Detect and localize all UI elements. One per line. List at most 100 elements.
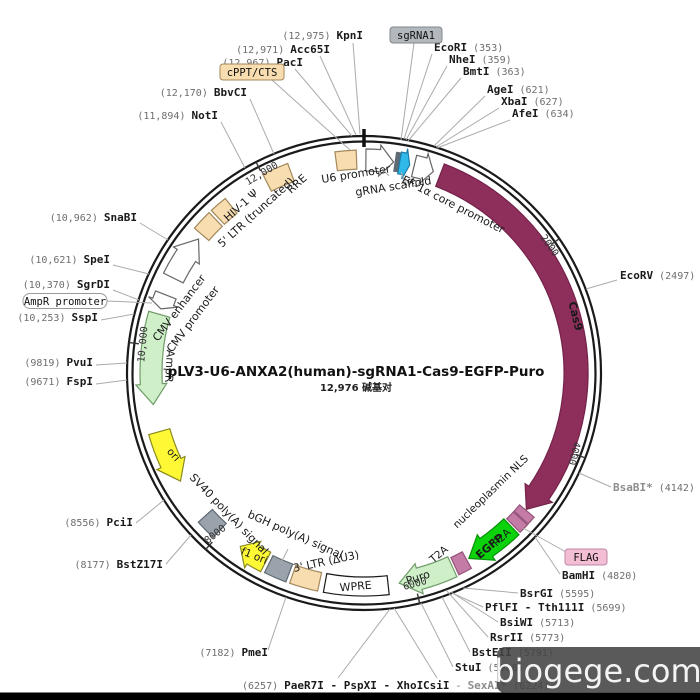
plasmid-title: pLV3-U6-ANXA2(human)-sgRNA1-Cas9-EGFP-Pu…: [168, 364, 545, 380]
tick-mark: [416, 593, 421, 605]
callout-line: [407, 77, 462, 142]
ampr-arrow[interactable]: [134, 310, 171, 406]
ef1a-core-promoter-arrow[interactable]: [410, 151, 434, 186]
f1-ori-arrow[interactable]: [239, 540, 272, 573]
ori-arrow[interactable]: [147, 427, 186, 482]
cmv-arrow[interactable]: [162, 238, 200, 284]
callout-line: [435, 107, 500, 148]
callout-line: [420, 602, 454, 668]
p2a-box[interactable]: [505, 511, 529, 534]
u6-promoter-arrow[interactable]: [365, 143, 395, 178]
site-label-bamHI[interactable]: BamHI (4820): [562, 569, 637, 582]
sgrna1-badge[interactable]: sgRNA1: [389, 26, 443, 44]
tick-mark: [128, 341, 139, 345]
cppt-cts-badge-label: cPPT/CTS: [227, 67, 278, 79]
site-label-sspI[interactable]: (10,253) SspI: [17, 311, 98, 324]
callout-line: [400, 42, 415, 141]
sgrna1-badge-label: sgRNA1: [397, 30, 435, 42]
callout-line: [112, 289, 140, 301]
site-label-notI[interactable]: (11,894) NotI: [137, 109, 218, 122]
tick-mark: [575, 453, 586, 459]
site-label-kpnI[interactable]: (12,975) KpnI: [282, 29, 363, 42]
puro-arrow[interactable]: [398, 556, 458, 595]
site-label-paeR7I[interactable]: (6257) PaeR7I - PspXI - XhoI: [242, 679, 423, 692]
t2a-box[interactable]: [450, 550, 473, 576]
callout-line: [441, 596, 471, 653]
callout-line: [95, 362, 128, 366]
cppt-cts-box[interactable]: [334, 149, 358, 172]
nucleoplasmin-nls-box[interactable]: [513, 504, 535, 525]
callout-line: [249, 98, 275, 155]
plasmid-size-label: 12,976 碱基对: [320, 381, 392, 394]
site-label-pflFI[interactable]: PflFI - Tth111I (5699): [485, 601, 627, 614]
callout-line: [578, 472, 612, 488]
callout-line: [450, 591, 499, 623]
callout-line: [436, 119, 511, 149]
ltr3-du3-box[interactable]: [288, 564, 323, 592]
feature-label: WPRE: [339, 579, 372, 595]
site-label-bsaBI[interactable]: BsaBI* (4142): [613, 481, 695, 494]
tick-label: 10,000: [136, 326, 150, 363]
sgrna1-arrow[interactable]: [397, 148, 411, 180]
flag-badge[interactable]: FLAG: [564, 548, 608, 566]
site-label-speI[interactable]: (10,621) SpeI: [29, 253, 110, 266]
callout-line: [106, 300, 153, 304]
ampr-promoter-badge[interactable]: AmpR promoter: [22, 293, 108, 309]
callout-line: [220, 121, 246, 169]
site-label-snaBI[interactable]: (10,962) SnaBI: [50, 211, 137, 224]
site-label-pciI[interactable]: (8556) PciI: [64, 516, 133, 529]
site-label-bstZ17I[interactable]: (8177) BstZ17I: [74, 558, 163, 571]
site-label-afeI[interactable]: AfeI (634): [512, 107, 575, 120]
callout-line: [352, 42, 361, 135]
callout-line: [405, 65, 448, 141]
tick-mark: [550, 237, 561, 246]
rre-box[interactable]: [261, 162, 295, 193]
callout-line: [393, 607, 438, 679]
site-label-rsrII[interactable]: RsrII (5773): [490, 631, 565, 644]
hiv1-psi-box[interactable]: [210, 197, 238, 226]
watermark-text: biogege.com: [494, 652, 700, 690]
site-label-fspI[interactable]: (9671) FspI: [24, 375, 93, 388]
cppt-cts-badge[interactable]: cPPT/CTS: [219, 63, 285, 81]
callout-line: [462, 587, 519, 594]
tick-mark: [255, 161, 262, 172]
bgh-polya-box[interactable]: [263, 554, 294, 583]
callout-line: [271, 79, 351, 151]
cas9-band[interactable]: [434, 163, 589, 511]
callout-line: [403, 53, 433, 140]
callout-line: [337, 608, 391, 679]
callout-line: [319, 55, 357, 136]
ltr5-truncated-box[interactable]: [193, 211, 224, 242]
callout-line: [112, 264, 150, 275]
callout-line: [433, 95, 486, 147]
site-label-bbvCI[interactable]: (12,170) BbvCI: [160, 86, 247, 99]
cppt-cts-badge-bg: [219, 63, 285, 81]
callout-line: [445, 589, 489, 638]
site-label-bsrGI[interactable]: BsrGI (5595): [520, 587, 595, 600]
site-label-bsiWI[interactable]: BsiWI (5713): [500, 616, 575, 629]
site-label-ageI[interactable]: AgeI (621): [487, 83, 550, 96]
grna-scaffold-box[interactable]: [393, 151, 402, 173]
sgrna1-badge-bg: [389, 26, 443, 44]
site-label-bmtI[interactable]: BmtI (363): [463, 65, 526, 78]
site-label-pvuI[interactable]: (9819) PvuI: [24, 356, 93, 369]
watermark-box: [497, 647, 700, 693]
tick-label: 4000: [566, 440, 582, 466]
sv40-polya-box[interactable]: [197, 508, 228, 539]
site-label-ecoRI[interactable]: EcoRI (353): [434, 41, 503, 54]
callout-line: [522, 527, 567, 553]
site-label-ecoRV[interactable]: EcoRV (2497): [620, 269, 695, 282]
site-label-acc65I[interactable]: (12,971) Acc65I: [236, 43, 330, 56]
site-label-pmeI[interactable]: (7182) PmeI: [199, 646, 268, 659]
ampr-promoter-badge-bg: [22, 293, 108, 309]
egfp-arrow[interactable]: [468, 517, 520, 561]
callout-line: [139, 222, 169, 241]
site-label-nheI[interactable]: NheI (359): [449, 53, 512, 66]
ampr-promoter-badge-label: AmpR promoter: [24, 296, 106, 308]
ampr-promoter-arrow[interactable]: [148, 290, 179, 310]
watermark-bottom-bar: [0, 692, 700, 700]
wpre-box[interactable]: [322, 572, 390, 597]
callout-line: [294, 68, 353, 137]
site-label-xbaI[interactable]: XbaI (627): [501, 95, 564, 108]
site-label-sgrDI[interactable]: (10,370) SgrDI: [23, 278, 110, 291]
